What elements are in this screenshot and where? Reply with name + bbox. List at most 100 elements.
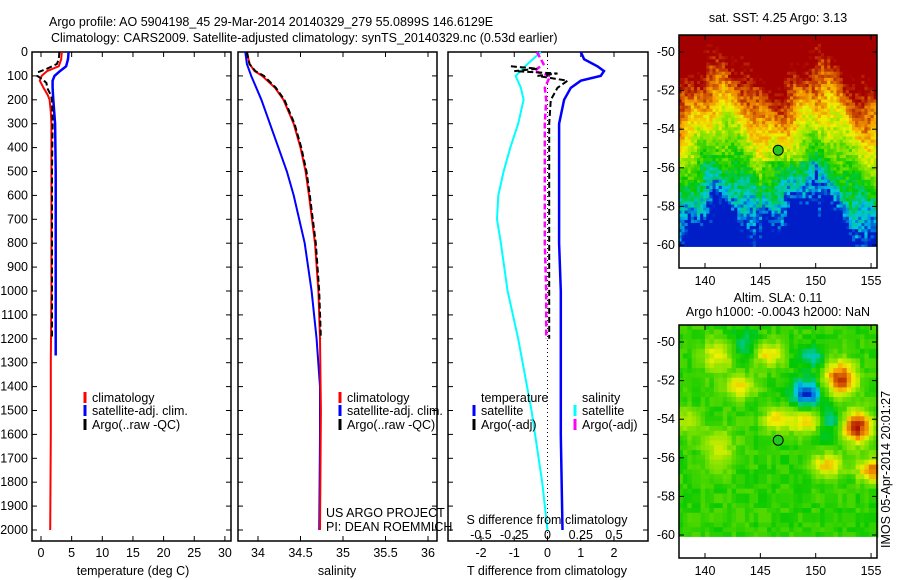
map-cell	[758, 334, 764, 340]
map-cell	[861, 198, 865, 202]
map-cell	[709, 87, 714, 91]
map-cell	[752, 216, 757, 221]
map-cell	[820, 329, 826, 335]
map-cell	[724, 155, 729, 159]
map-cell	[867, 139, 872, 144]
map-cell	[852, 155, 856, 159]
map-cell	[793, 195, 797, 199]
map-cell	[870, 56, 875, 60]
map-cell	[678, 155, 683, 159]
map-cell	[817, 53, 822, 57]
map-cell	[712, 118, 717, 122]
map-cell	[780, 84, 785, 88]
map-cell	[734, 105, 738, 110]
map-cell	[693, 77, 698, 82]
map-cell	[718, 173, 723, 178]
map-cell	[687, 232, 692, 236]
map-cell	[842, 130, 847, 135]
map-cell	[793, 34, 797, 39]
map-cell	[678, 145, 683, 150]
map-cell	[684, 226, 689, 230]
map-cell	[870, 40, 875, 45]
map-cell	[703, 136, 707, 141]
map-cell	[749, 130, 754, 135]
lat-tick-label: -50	[657, 45, 675, 59]
map-cell	[681, 118, 686, 122]
map-cell	[681, 90, 686, 94]
map-cell	[752, 56, 757, 60]
map-cell	[802, 71, 807, 76]
map-cell	[724, 87, 729, 91]
map-cell	[790, 133, 794, 138]
map-cell	[824, 244, 828, 249]
map-cell	[842, 348, 848, 355]
map-cell	[709, 53, 714, 57]
map-cell	[721, 50, 726, 54]
map-cell	[743, 244, 748, 249]
map-cell	[783, 93, 788, 97]
map-cell	[796, 114, 800, 119]
map-cell	[830, 124, 834, 128]
map-cell	[749, 136, 754, 141]
map-cell	[715, 121, 720, 125]
map-cell	[802, 213, 807, 218]
map-cell	[731, 155, 735, 159]
map-cell	[681, 56, 686, 60]
map-cell	[858, 133, 862, 138]
map-cell	[697, 173, 701, 178]
map-cell	[793, 244, 797, 249]
map-cell	[799, 84, 803, 88]
map-cell	[768, 189, 772, 193]
map-cell	[706, 50, 710, 54]
map-cell	[715, 152, 720, 156]
map-cell	[721, 99, 726, 104]
map-cell	[817, 47, 822, 51]
map-cell	[749, 216, 754, 221]
map-cell	[734, 80, 738, 85]
map-cell	[784, 329, 790, 335]
map-cell	[821, 124, 825, 128]
map-cell	[752, 238, 757, 243]
map-cell	[858, 176, 862, 181]
map-cell	[845, 244, 850, 249]
map-cell	[706, 198, 710, 202]
map-cell	[746, 90, 751, 94]
map-cell	[814, 164, 819, 168]
map-cell	[777, 118, 782, 122]
map-cell	[851, 329, 857, 335]
map-cell	[743, 223, 748, 227]
map-cell	[786, 118, 791, 122]
map-cell	[759, 84, 763, 88]
map-cell	[814, 93, 819, 97]
map-cell	[774, 155, 779, 159]
map-cell	[836, 77, 841, 82]
map-cell	[734, 62, 738, 67]
map-cell	[817, 68, 822, 73]
map-cell	[821, 62, 825, 67]
map-cell	[790, 90, 794, 94]
map-cell	[697, 93, 701, 97]
map-cell	[706, 80, 710, 85]
map-cell	[715, 182, 720, 187]
map-cell	[749, 80, 754, 85]
map-cell	[786, 50, 791, 54]
map-cell	[855, 96, 859, 101]
map-cell	[690, 105, 695, 110]
map-cell	[709, 139, 714, 144]
map-cell	[731, 179, 735, 184]
map-cell	[690, 213, 695, 218]
map-cell	[793, 192, 797, 196]
map-cell	[842, 47, 847, 51]
map-cell	[836, 170, 841, 175]
map-cell	[817, 87, 822, 91]
map-cell	[734, 84, 738, 88]
map-cell	[678, 334, 684, 340]
map-cell	[858, 40, 862, 45]
map-cell	[700, 353, 706, 359]
map-cell	[852, 108, 856, 113]
map-cell	[836, 71, 841, 76]
map-cell	[755, 232, 760, 236]
map-cell	[734, 111, 738, 116]
map-cell	[814, 121, 819, 125]
map-cell	[802, 50, 807, 54]
